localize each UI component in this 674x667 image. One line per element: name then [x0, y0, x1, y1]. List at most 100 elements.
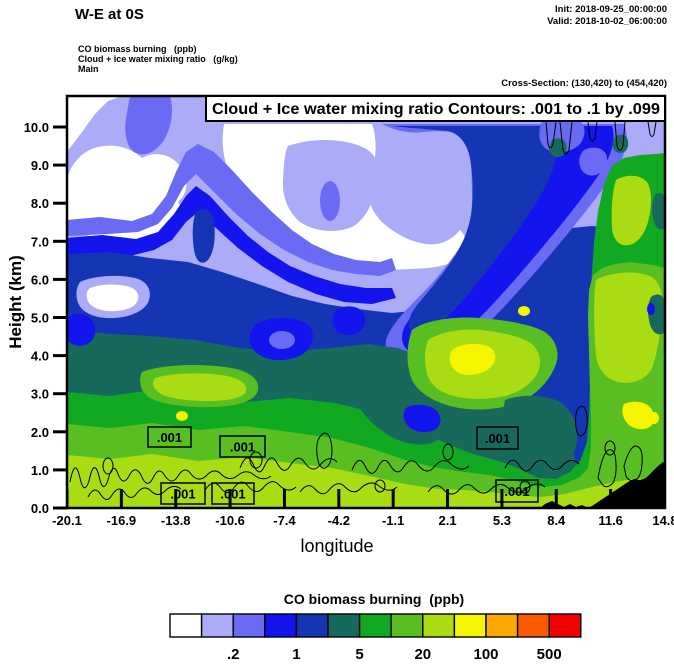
- y-tick-label: 6.0: [31, 272, 49, 287]
- contour-label-box: [147, 426, 192, 448]
- contour-label-boxes: .001 .001 .001 .001 .001 .001: [147, 426, 539, 505]
- y-tick-label: 8.0: [31, 196, 49, 211]
- y-tick-label: 7.0: [31, 234, 49, 249]
- colorbar-cell: [200, 613, 234, 638]
- x-tick-label: 14.8: [652, 513, 674, 528]
- x-tick: [174, 489, 178, 508]
- fill-yellow-spot-left: [176, 411, 188, 421]
- colorbar-tick-label: 5: [355, 646, 363, 663]
- contour-field: .001 .001 .001 .001 .001 .001: [67, 96, 665, 508]
- fill-yellow-spot-right: [622, 401, 655, 430]
- colorbar-cell: [516, 613, 550, 638]
- fill-teal-edge-spot-upper: [652, 193, 665, 230]
- y-tick: [53, 125, 67, 129]
- y-tick-label: 9.0: [31, 158, 49, 173]
- y-tick: [53, 506, 67, 510]
- fill-blue-dot-right: [647, 303, 655, 315]
- y-tick-label: 3.0: [31, 387, 49, 402]
- x-tick-label: 11.6: [598, 513, 623, 528]
- colorbar-tick-label: 1: [292, 646, 300, 663]
- y-axis-ticks: 0.0 1.0 2.0 3.0 4.0 5.0 6.0 7.0 8.0 9.0 10.0: [24, 120, 67, 516]
- fill-blue-left-diagonal: [67, 186, 396, 304]
- contour-label-box: [219, 435, 266, 458]
- x-tick: [391, 489, 395, 508]
- y-tick: [53, 316, 67, 319]
- contour-label-box: [160, 482, 206, 505]
- contour-label-box: [211, 482, 255, 505]
- y-tick-label: 5.0: [31, 311, 49, 326]
- contour-label-text: .001: [485, 431, 510, 446]
- fill-green-band: [67, 153, 665, 508]
- x-tick: [609, 489, 613, 508]
- x-tick-label: -1.1: [382, 513, 404, 528]
- fill-yellowgreen-band: [67, 454, 665, 508]
- x-tick-label: -10.6: [215, 513, 245, 528]
- colorbar-tick-label: 500: [537, 646, 562, 663]
- y-tick: [53, 239, 67, 243]
- fill-lavender-dot: [388, 158, 406, 180]
- plot-title: Cloud + Ice water mixing ratio Contours:…: [212, 101, 660, 118]
- fill-blue-pocket-diag: [403, 404, 441, 433]
- terrain-silhouette: [540, 461, 665, 508]
- colorbar-cell: [358, 613, 392, 638]
- colorbar-cell: [422, 613, 456, 638]
- colorbar-title: CO biomass burning (ppb): [284, 591, 464, 607]
- x-tick: [446, 489, 450, 508]
- contour-label-box: [495, 479, 539, 503]
- colorbar-cell: [264, 613, 298, 638]
- colorbar-cell: [453, 613, 487, 638]
- fill-violet-oval: [320, 181, 340, 221]
- y-tick: [53, 277, 67, 281]
- y-tick: [53, 392, 67, 396]
- y-tick: [53, 163, 67, 167]
- y-tick-label: 10.0: [24, 120, 49, 135]
- y-tick-label: 1.0: [31, 463, 49, 478]
- contour-label-text: .001: [230, 440, 255, 455]
- fill-lightgreen-band: [67, 262, 665, 508]
- contour-label-box: [476, 426, 519, 450]
- fill-yellow-spot-edge: [649, 412, 659, 424]
- fill-white-notch-core: [86, 284, 139, 312]
- fill-yellow-spot-mid: [518, 306, 530, 316]
- fill-violet-topleft-blob: [125, 96, 172, 155]
- x-tick: [119, 489, 123, 508]
- contour-label-text: .001: [170, 487, 195, 502]
- y-tick: [53, 468, 67, 472]
- colorbar-cell: [548, 613, 582, 638]
- x-tick: [500, 489, 504, 508]
- x-tick-label: -4.2: [328, 513, 350, 528]
- fill-yellowgreen-column-top: [611, 175, 652, 246]
- fill-darkblue-topright-core: [400, 126, 559, 335]
- colorbar-cell: [295, 613, 329, 638]
- plot-title-box: [205, 95, 666, 122]
- page-title: W-E at 0S: [75, 6, 144, 23]
- contour-label-text: .001: [220, 487, 245, 502]
- colorbar-cell: [390, 613, 424, 638]
- fill-blue-pocket-leftedge: [67, 313, 96, 346]
- y-tick: [53, 201, 67, 205]
- valid-timestamp: Valid: 2018-10-02_06:00:00: [547, 16, 667, 27]
- fill-blue-pocket-small: [332, 306, 366, 335]
- x-tick: [282, 489, 286, 508]
- fill-teal-dangle-bit1: [549, 138, 567, 158]
- y-tick: [53, 354, 67, 358]
- x-tick-label: -13.8: [161, 513, 191, 528]
- fill-violet-pocket-core: [269, 331, 295, 349]
- cloud-contour-lines: [69, 121, 657, 500]
- y-tick-label: 4.0: [31, 349, 49, 364]
- layer-line-co: CO biomass burning (ppb): [78, 44, 197, 54]
- y-tick: [53, 430, 67, 434]
- x-tick-label: 2.1: [439, 513, 457, 528]
- fill-violet-left-diagonal: [67, 144, 396, 276]
- x-tick: [337, 489, 341, 508]
- cross-section-label: Cross-Section: (130,420) to (454,420): [501, 78, 667, 89]
- y-tick-label: 0.0: [31, 501, 49, 516]
- fill-yellowgreen-blob-left: [153, 373, 247, 401]
- fill-yellow-core: [449, 343, 496, 375]
- fill-violet-top-patch2: [579, 147, 608, 176]
- init-timestamp: Init: 2018-09-25_00:00:00: [555, 4, 667, 15]
- fill-teal-mass-right: [502, 395, 578, 468]
- x-tick-label: -20.1: [52, 513, 82, 528]
- contour-label-text: .001: [157, 430, 182, 445]
